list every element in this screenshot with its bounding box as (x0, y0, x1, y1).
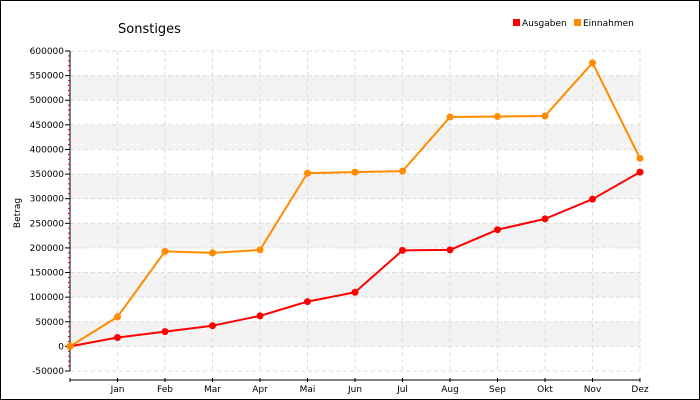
data-point (399, 167, 406, 175)
x-tick-label: Dez (631, 385, 648, 395)
x-tick-label: Okt (537, 385, 553, 395)
chart-title: Sonstiges (118, 22, 181, 37)
data-point (209, 249, 216, 257)
legend-label: Einnahmen (583, 19, 634, 29)
x-tick-label: Aug (441, 385, 459, 395)
y-tick-label: 0 (58, 342, 64, 352)
data-point (446, 113, 454, 121)
data-point (446, 246, 454, 254)
legend-swatch (574, 19, 581, 26)
x-tick-label: Mai (300, 385, 316, 395)
data-point (114, 334, 121, 342)
y-tick-label: 250000 (30, 219, 65, 229)
y-tick-label: 150000 (30, 269, 65, 279)
y-tick-label: 100000 (30, 293, 65, 303)
legend: Ausgaben Einnahmen (513, 19, 634, 29)
y-tick-label: -50000 (32, 367, 64, 377)
data-point (636, 168, 644, 176)
data-point (589, 59, 596, 67)
data-point (114, 313, 121, 321)
y-tick-label: 450000 (30, 121, 65, 131)
data-point (636, 154, 644, 162)
data-point (351, 288, 359, 296)
y-tick-label: 550000 (30, 72, 65, 82)
y-axis-label: Betrag (13, 198, 23, 228)
data-point (541, 215, 549, 223)
data-point (161, 328, 169, 336)
x-tick-label: Jan (110, 385, 125, 395)
legend-label: Ausgaben (522, 19, 567, 29)
data-point (494, 226, 501, 234)
y-tick-label: 200000 (30, 244, 65, 254)
y-tick-label: 300000 (30, 195, 65, 205)
x-tick-label: Feb (157, 385, 173, 395)
data-point (209, 322, 216, 330)
data-point (256, 246, 264, 254)
y-tick-label: 500000 (30, 96, 65, 106)
data-point (304, 169, 311, 177)
y-tick-label: 50000 (35, 318, 64, 328)
data-point (589, 195, 596, 203)
legend-swatch (513, 19, 520, 26)
y-tick-label: 600000 (30, 47, 65, 57)
data-point (351, 168, 359, 176)
x-tick-label: Apr (252, 385, 268, 395)
series-einnahmen (66, 59, 644, 350)
data-point (161, 247, 169, 255)
y-tick-label: 350000 (30, 170, 65, 180)
data-point (399, 246, 406, 254)
y-tick-label: 400000 (30, 145, 65, 155)
data-point (541, 112, 549, 120)
data-point (304, 298, 311, 306)
x-tick-label: Sep (489, 385, 506, 395)
x-tick-label: Jun (347, 385, 362, 395)
x-tick-label: Jul (396, 385, 408, 395)
x-tick-label: Nov (584, 385, 602, 395)
data-point (494, 112, 501, 120)
data-point (256, 312, 264, 320)
x-tick-label: Mar (204, 385, 221, 395)
data-point (66, 342, 74, 350)
